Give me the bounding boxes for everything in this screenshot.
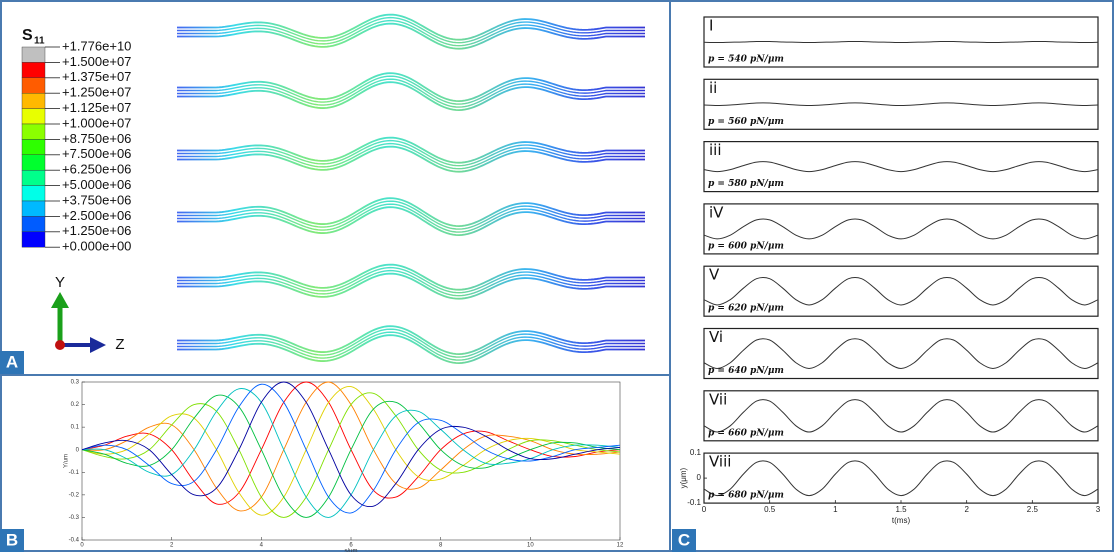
colorbar-label: +8.750e+06 <box>62 131 131 146</box>
trace-label: iV <box>709 203 724 221</box>
y-tick-label: -0.1 <box>687 498 701 507</box>
trace-label: Vi <box>709 328 723 346</box>
y-tick-label: 0.3 <box>71 380 80 386</box>
x-axis-label: s/um <box>344 549 357 552</box>
x-tick-label: 0 <box>702 505 707 514</box>
panel-letter: B <box>6 530 18 549</box>
pressure-label: p = 540 pN/μm <box>708 55 784 65</box>
color-band <box>22 109 45 124</box>
y-tick-label: 0.1 <box>71 425 80 431</box>
color-band <box>22 201 45 216</box>
axis-label: Y <box>55 274 65 291</box>
pressure-label: p = 600 pN/μm <box>708 241 784 251</box>
color-band <box>22 62 45 77</box>
colorbar-label: +1.125e+07 <box>62 100 131 115</box>
colorbar-label: +5.000e+06 <box>62 177 131 192</box>
axis-origin <box>55 340 65 350</box>
y-axis-label: Y/um <box>64 454 70 468</box>
color-band <box>22 186 45 201</box>
x-tick-label: 0.5 <box>764 505 776 514</box>
axis-label: Z <box>115 336 124 353</box>
colorbar-label: +0.000e+00 <box>62 239 131 254</box>
y-tick-label: 0.2 <box>71 402 80 408</box>
plot-frame <box>82 382 620 540</box>
colorbar-title-subscript: 11 <box>34 36 45 47</box>
pressure-label: p = 680 pN/μm <box>708 491 784 501</box>
color-band <box>22 170 45 185</box>
y-tick-label: -0.2 <box>69 492 80 498</box>
trace-label: iii <box>709 141 722 159</box>
x-tick-label: 8 <box>439 543 443 549</box>
color-band <box>22 47 45 62</box>
pressure-label: p = 660 pN/μm <box>708 428 784 438</box>
color-band <box>22 155 45 170</box>
colorbar-label: +1.250e+07 <box>62 85 131 100</box>
y-tick-label: 0 <box>697 473 702 482</box>
x-tick-label: 2 <box>170 543 174 549</box>
colorbar-label: +3.750e+06 <box>62 192 131 207</box>
color-band <box>22 216 45 231</box>
y-tick-label: -0.3 <box>69 515 80 521</box>
x-tick-label: 12 <box>617 543 624 549</box>
pressure-label: p = 640 pN/μm <box>708 366 784 376</box>
x-tick-label: 10 <box>527 543 534 549</box>
trace-label: I <box>709 17 713 35</box>
x-axis-label: t(ms) <box>892 516 911 525</box>
x-tick-label: 1.5 <box>895 505 907 514</box>
beam-fiber <box>177 144 645 169</box>
colorbar-label: +1.375e+07 <box>62 69 131 84</box>
colorbar-label: +1.776e+10 <box>62 38 131 53</box>
beam-fiber <box>177 147 645 172</box>
panel-letter: C <box>678 530 690 549</box>
figure: A B C S11+1.776e+10+1.500e+07+1.375e+07+… <box>0 0 1114 552</box>
colorbar-label: +2.500e+06 <box>62 208 131 223</box>
trace-label: Viii <box>709 453 731 471</box>
colorbar-label: +6.250e+06 <box>62 162 131 177</box>
y-tick-label: 0 <box>76 447 80 453</box>
axis-arrowhead <box>90 337 106 353</box>
color-band <box>22 124 45 139</box>
colorbar-title: S <box>22 27 33 44</box>
pressure-label: p = 560 pN/μm <box>708 117 784 127</box>
beam-group <box>177 15 645 363</box>
color-band <box>22 232 45 247</box>
x-tick-label: 4 <box>260 543 264 549</box>
pressure-label: p = 580 pN/μm <box>708 179 784 189</box>
beam-fiber <box>177 274 645 299</box>
trace-label: V <box>709 266 720 284</box>
beam-fiber <box>177 271 645 296</box>
x-tick-label: 2.5 <box>1027 505 1039 514</box>
panel-letter: A <box>6 352 18 371</box>
y-tick-label: -0.1 <box>69 470 80 476</box>
x-tick-label: 2 <box>964 505 969 514</box>
x-tick-label: 1 <box>833 505 838 514</box>
beam-fiber <box>177 24 645 49</box>
trace-label: Vii <box>709 390 727 408</box>
x-tick-label: 0 <box>80 543 84 549</box>
color-band <box>22 139 45 154</box>
y-tick-label: 0.1 <box>690 448 702 457</box>
pressure-label: p = 620 pN/μm <box>708 304 784 314</box>
colorbar-label: +1.000e+07 <box>62 115 131 130</box>
axis-arrowhead <box>51 292 69 308</box>
y-tick-label: -0.4 <box>69 538 80 544</box>
x-tick-label: 3 <box>1096 505 1101 514</box>
colorbar-label: +1.500e+07 <box>62 54 131 69</box>
colorbar-label: +1.250e+06 <box>62 223 131 238</box>
y-axis-label: y(μm) <box>679 467 688 488</box>
color-band <box>22 78 45 93</box>
trace-label: ii <box>709 79 717 97</box>
beam-fiber <box>177 21 645 46</box>
colorbar-label: +7.500e+06 <box>62 146 131 161</box>
color-band <box>22 93 45 108</box>
